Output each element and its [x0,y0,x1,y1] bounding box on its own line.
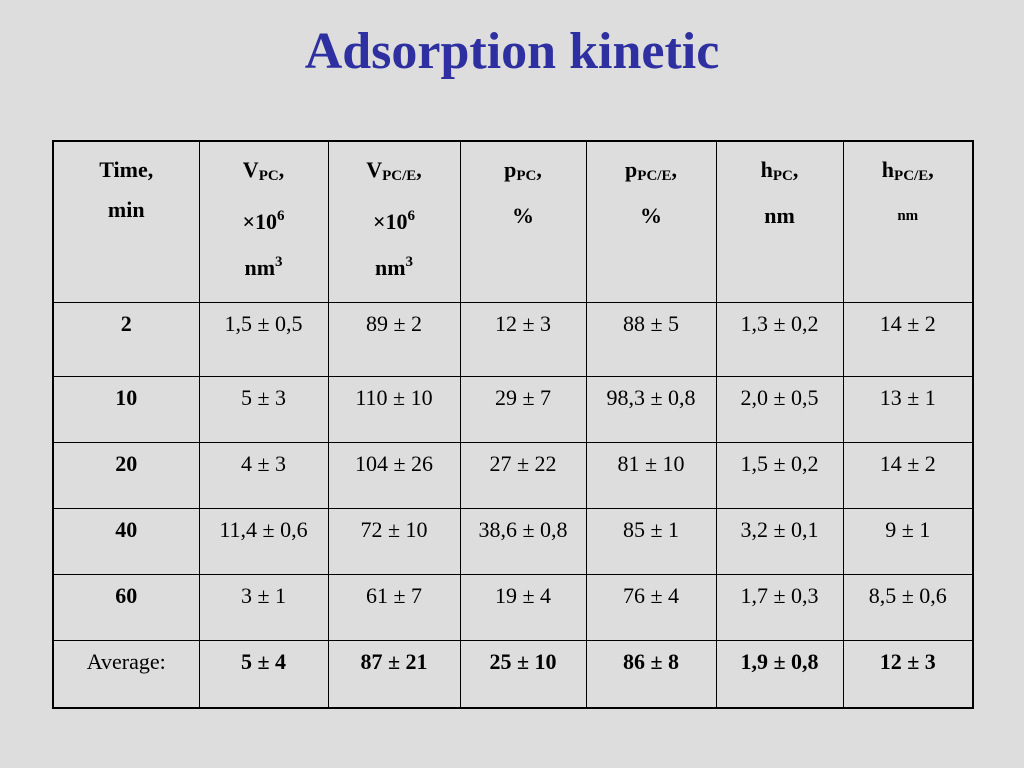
table-cell: 29 ± 7 [459,376,587,443]
header-v-pce: VPC/E, ×106 nm3 [327,140,461,303]
table-row: 40 11,4 ± 0,6 72 ± 10 38,6 ± 0,8 85 ± 1 3,2 ±… [52,508,974,575]
cell-text: PC [258,168,279,184]
table-row: 60 3 ± 1 61 ± 7 19 ± 4 76 ± 4 1,7 ± 0,3 8,5 ± … [52,574,974,641]
cell-text: PC/E [894,168,929,184]
cell-text: , [792,157,799,182]
table-cell: 89 ± 2 [327,302,461,377]
cell-text: V [242,157,259,182]
cell-text: , [278,157,285,182]
table-cell: 98,3 ± 0,8 [585,376,717,443]
table-cell: 86 ± 8 [585,640,717,709]
cell-text: p [625,157,638,182]
cell-text: h [881,157,895,182]
cell-text: PC/E [637,168,672,184]
cell-text: p [504,157,517,182]
table-cell: 13 ± 1 [842,376,974,443]
cell-text: V [366,157,383,182]
cell-text: , [536,157,542,182]
page-title: Adsorption kinetic [304,23,720,80]
cell-text: min [107,197,145,222]
table-cell: 76 ± 4 [585,574,717,641]
table-cell: 87 ± 21 [327,640,461,709]
table-cell: 40 [52,508,200,575]
table-cell: 5 ± 4 [198,640,329,709]
header-p-pce: pPC/E, % [585,140,717,303]
cell-text: 6 [407,208,416,224]
cell-text: PC [516,168,537,184]
cell-text: Time, [99,157,154,182]
average-label: Average: [52,640,200,709]
cell-text: 3 [405,254,414,270]
header-h-pc: hPC, nm [715,140,844,303]
table-cell: 72 ± 10 [327,508,461,575]
header-v-pc: VPC, ×106 nm3 [198,140,329,303]
cell-text: PC/E [382,168,417,184]
adsorption-table: Time, min VPC, ×106 nm3 VPC/E, ×106 nm3 … [52,140,974,709]
cell-text: , [416,157,422,182]
table-cell: 61 ± 7 [327,574,461,641]
table-cell: 2 [52,302,200,377]
table-cell: 11,4 ± 0,6 [198,508,329,575]
cell-text: PC [772,168,793,184]
cell-text: 6 [277,208,285,224]
cell-text: % [512,203,534,228]
table-cell: 4 ± 3 [198,442,329,509]
table-cell: 14 ± 2 [842,442,974,509]
table-cell: 1,5 ± 0,5 [198,302,329,377]
header-p-pc: pPC, % [459,140,587,303]
table-row: 20 4 ± 3 104 ± 26 27 ± 22 81 ± 10 1,5 ± 0,2 14… [52,442,974,509]
table-cell: 3 ± 1 [198,574,329,641]
table-cell: 1,7 ± 0,3 [715,574,844,641]
header-time: Time, min [52,140,200,303]
table-row: 2 1,5 ± 0,5 89 ± 2 12 ± 3 88 ± 5 1,3 ± 0,2 14 … [52,302,974,377]
table-cell: 1,3 ± 0,2 [715,302,844,377]
table-cell: 12 ± 3 [459,302,587,377]
table-cell: 38,6 ± 0,8 [459,508,587,575]
table-cell: 2,0 ± 0,5 [715,376,844,443]
header-h-pce: hPC/E, nm [842,140,974,303]
table-cell: 14 ± 2 [842,302,974,377]
table-row: 10 5 ± 3 110 ± 10 29 ± 7 98,3 ± 0,8 2,0 ± 0,5… [52,376,974,443]
table-cell: 25 ± 10 [459,640,587,709]
cell-text: nm [764,203,795,228]
table-cell: 9 ± 1 [842,508,974,575]
table-cell: 8,5 ± 0,6 [842,574,974,641]
table-cell: 19 ± 4 [459,574,587,641]
cell-text: , [928,157,934,182]
cell-text: h [760,157,773,182]
table-cell: 3,2 ± 0,1 [715,508,844,575]
table-cell: 1,5 ± 0,2 [715,442,844,509]
cell-text: , [671,157,677,182]
table-cell: 27 ± 22 [459,442,587,509]
table-cell: 5 ± 3 [198,376,329,443]
cell-text: nm [244,255,276,280]
cell-text: 3 [275,254,283,270]
table-cell: 20 [52,442,200,509]
cell-text: ×10 [372,209,408,234]
cell-text: % [640,203,662,228]
table-cell: 85 ± 1 [585,508,717,575]
table-cell: 1,9 ± 0,8 [715,640,844,709]
table-cell: 12 ± 3 [842,640,974,709]
table-cell: 104 ± 26 [327,442,461,509]
average-row: Average: 5 ± 4 87 ± 21 25 ± 10 86 ± 8 1,9 ± 0… [52,640,974,709]
table-cell: 110 ± 10 [327,376,461,443]
cell-text: ×10 [242,209,278,234]
table-header-row: Time, min VPC, ×106 nm3 VPC/E, ×106 nm3 … [52,140,974,303]
cell-text: nm [897,208,919,224]
table-cell: 88 ± 5 [585,302,717,377]
cell-text: nm [374,255,406,280]
table-cell: 60 [52,574,200,641]
table-cell: 10 [52,376,200,443]
table-cell: 81 ± 10 [585,442,717,509]
